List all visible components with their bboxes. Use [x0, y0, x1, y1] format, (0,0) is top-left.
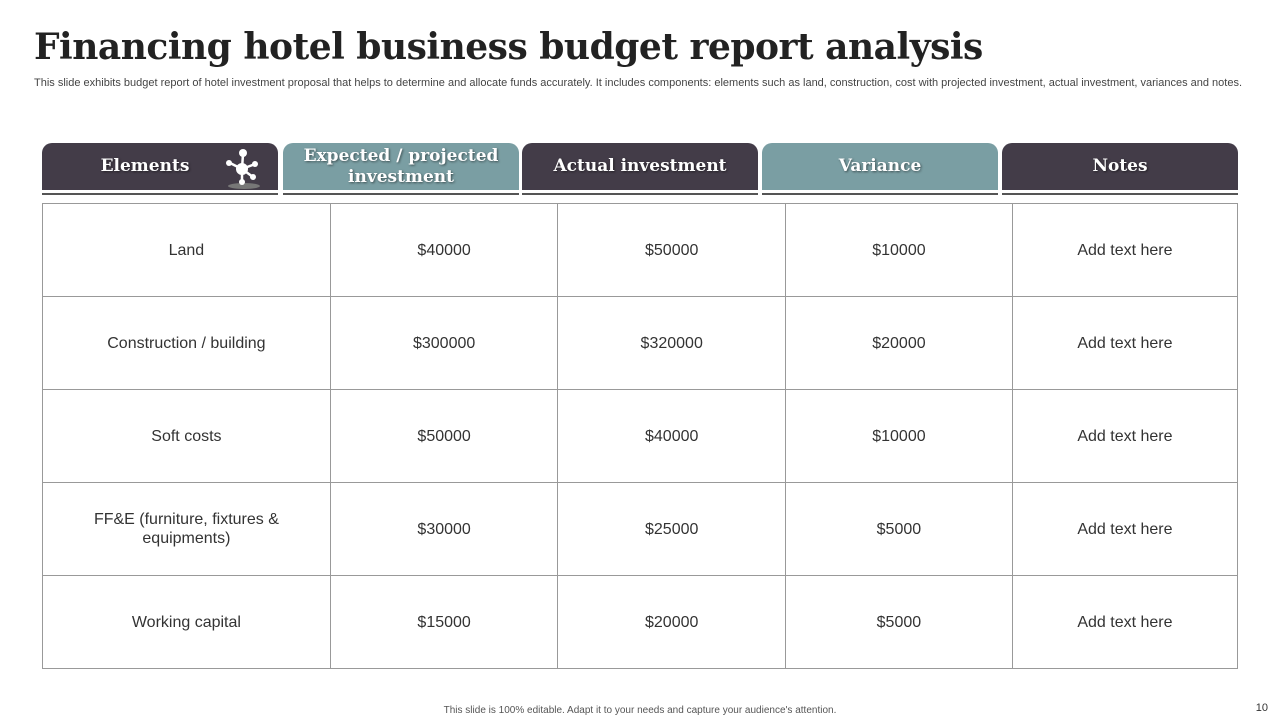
header-elements: Elements — [42, 143, 278, 193]
table-cell: Add text here — [1011, 482, 1239, 576]
table-cell: $10000 — [784, 389, 1013, 483]
slide-description: This slide exhibits budget report of hot… — [34, 77, 1243, 89]
page-number: 10 — [1255, 702, 1268, 714]
table-cell: $20000 — [557, 575, 786, 669]
table-cell: Construction / building — [42, 296, 331, 390]
table-cell: $20000 — [784, 296, 1013, 390]
table-cell: Add text here — [1011, 389, 1239, 483]
footer-note: This slide is 100% editable. Adapt it to… — [443, 705, 837, 716]
slide-title: Financing hotel business budget report a… — [34, 26, 983, 68]
header-variance: Variance — [762, 143, 998, 193]
table-cell: Land — [42, 203, 331, 297]
table-cell: $15000 — [329, 575, 559, 669]
table-row: Construction / building $300000 $320000 $20… — [42, 296, 1239, 390]
table-cell: $300000 — [329, 296, 559, 390]
table-cell: $10000 — [784, 203, 1013, 297]
table-cell: Add text here — [1011, 575, 1239, 669]
header-notes: Notes — [1002, 143, 1238, 193]
table-row: Working capital $15000 $20000 $5000 Add text… — [42, 575, 1239, 669]
table-cell: $40000 — [329, 203, 559, 297]
budget-table: Land $40000 $50000 $10000 Add text here Const… — [42, 203, 1239, 669]
table-cell: $50000 — [329, 389, 559, 483]
header-actual: Actual investment — [522, 143, 758, 193]
header-label: Actual investment — [553, 156, 727, 176]
table-cell: $40000 — [557, 389, 786, 483]
table-cell: FF&E (furniture, fixtures & equipments) — [42, 482, 331, 576]
table-cell: Working capital — [42, 575, 331, 669]
table-cell: $5000 — [784, 575, 1013, 669]
header-label: Variance — [838, 156, 922, 176]
header-expected: Expected / projected investment — [283, 143, 519, 193]
header-label: Notes — [1092, 156, 1148, 176]
table-cell: Add text here — [1011, 203, 1239, 297]
table-cell: $25000 — [557, 482, 786, 576]
molecule-network-icon — [226, 149, 260, 189]
table-cell: Add text here — [1011, 296, 1239, 390]
table-cell: Soft costs — [42, 389, 331, 483]
table-row: Land $40000 $50000 $10000 Add text here — [42, 203, 1239, 297]
header-label: Elements — [100, 156, 190, 176]
table-cell: $320000 — [557, 296, 786, 390]
table-row: FF&E (furniture, fixtures & equipments) $… — [42, 482, 1239, 576]
table-cell: $5000 — [784, 482, 1013, 576]
table-cell: $30000 — [329, 482, 559, 576]
header-label: Expected / projected investment — [303, 145, 499, 187]
table-row: Soft costs $50000 $40000 $10000 Add text her… — [42, 389, 1239, 483]
table-cell: $50000 — [557, 203, 786, 297]
